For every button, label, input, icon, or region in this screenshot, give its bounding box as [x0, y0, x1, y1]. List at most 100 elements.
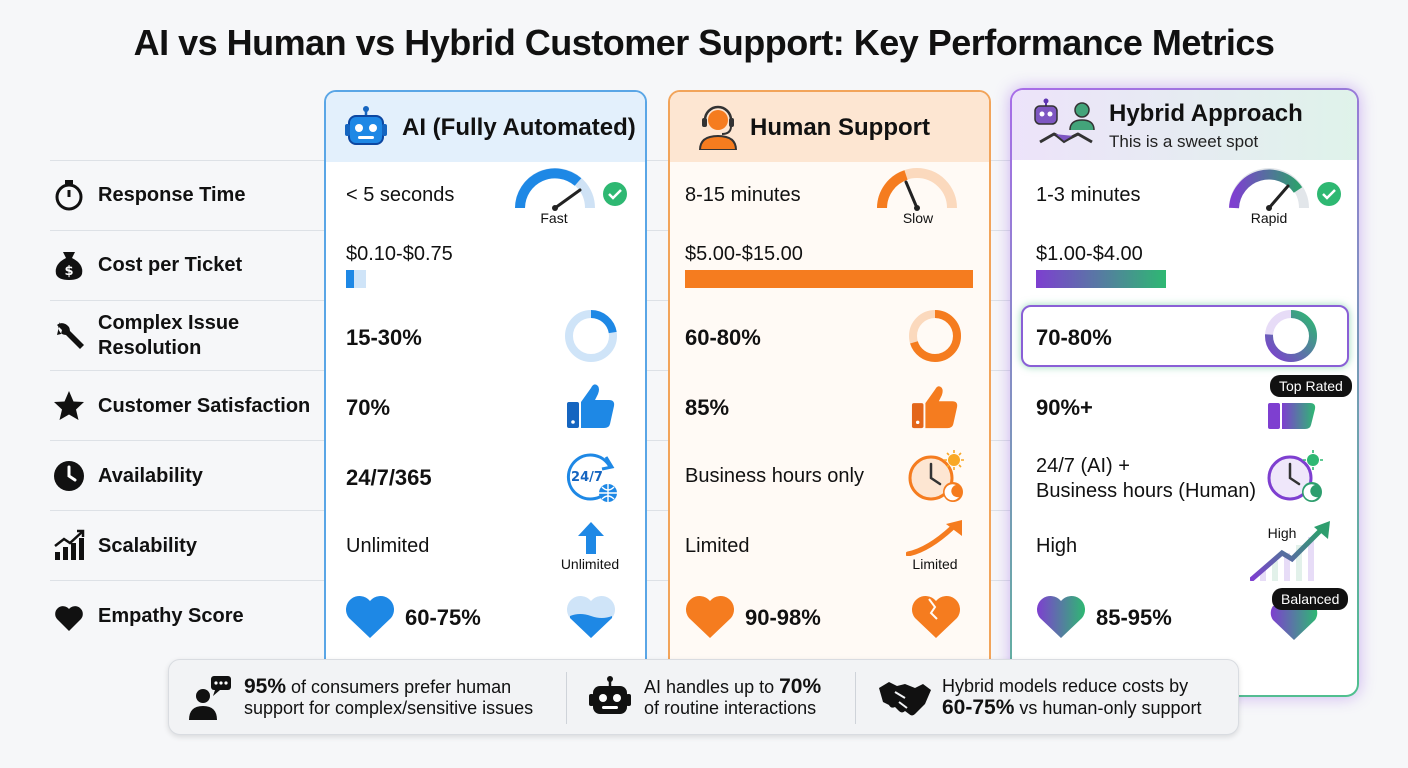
hybrid-scalability: High — [1036, 535, 1078, 557]
top-rated-badge: Top Rated — [1270, 375, 1352, 397]
human-column-title: Human Support — [750, 114, 930, 141]
page-title: AI vs Human vs Hybrid Customer Support: … — [133, 22, 1275, 63]
human-column-header: Human Support — [670, 92, 989, 162]
human-response-time: 8-15 minutes — [685, 184, 801, 206]
clock-sun-icon — [908, 450, 964, 502]
hybrid-empathy: 85-95% — [1096, 605, 1172, 630]
human-cost-bar-track — [685, 270, 973, 288]
robot-human-handshake-icon — [1034, 98, 1095, 144]
divider — [855, 672, 856, 724]
human-complex-resolution: 60-80% — [685, 325, 761, 350]
ai-247-icon-text: 24/7 — [571, 470, 603, 485]
fact-text: support for complex/sensitive issues — [244, 698, 534, 718]
ai-gauge-label: Fast — [540, 210, 568, 226]
speed-gauge-icon — [877, 168, 957, 211]
metric-label-response-time: Response Time — [98, 184, 246, 206]
metric-label-scalability: Scalability — [98, 535, 197, 557]
growth-chart-icon — [54, 529, 85, 560]
fact-ai-routine: AI handles up to 70% of routine interact… — [644, 676, 821, 719]
support-agent-icon — [698, 105, 738, 150]
ai-column-header: AI (Fully Automated) — [326, 92, 645, 162]
ai-scalability: Unlimited — [346, 535, 430, 557]
svg-text:$: $ — [64, 264, 73, 279]
hybrid-response-time: 1-3 minutes — [1036, 184, 1141, 206]
key-facts-bar: 95% of consumers prefer human support fo… — [168, 659, 1239, 735]
clock-sun-icon — [1267, 450, 1323, 502]
ai-cost-bar — [346, 270, 354, 288]
metric-label-customer-satisfaction: Customer Satisfaction — [98, 395, 311, 417]
heart-partial-icon — [566, 595, 616, 638]
ai-scalability-caption: Unlimited — [560, 556, 620, 572]
hybrid-cost-bar-track — [1036, 270, 1324, 288]
star-icon — [54, 391, 84, 420]
balanced-badge: Balanced — [1272, 588, 1349, 610]
stopwatch-icon — [55, 180, 83, 211]
human-cost-bar — [685, 270, 973, 288]
growth-arrow-icon — [906, 520, 962, 556]
hybrid-cost: $1.00-$4.00 — [1036, 243, 1143, 265]
fact-text: Hybrid models reduce costs by — [942, 676, 1189, 696]
metric-label-line: Resolution — [98, 337, 202, 359]
heart-icon — [1270, 606, 1318, 640]
hybrid-scalability-caption: High — [1267, 525, 1297, 541]
thumbs-up-icon — [567, 384, 615, 428]
human-donut-icon — [909, 310, 961, 362]
handshake-icon — [879, 682, 931, 716]
heart-icon — [1036, 595, 1086, 638]
hybrid-availability-line: 24/7 (AI) + — [1036, 455, 1130, 477]
fact-human-preference: 95% of consumers prefer human support fo… — [244, 676, 533, 719]
human-scalability-caption: Limited — [912, 556, 958, 572]
heart-icon — [685, 595, 735, 638]
human-scalability: Limited — [685, 535, 750, 557]
thumbs-up-icon — [1268, 403, 1316, 429]
ai-complex-resolution: 15-30% — [346, 325, 422, 350]
human-empathy: 90-98% — [745, 605, 821, 630]
fact-text: AI handles up to — [644, 677, 775, 697]
ai-column: AI (Fully Automated) — [324, 90, 647, 695]
ai-empathy: 60-75% — [405, 605, 481, 630]
hybrid-cost-bar — [1036, 270, 1166, 288]
heart-broken-icon — [911, 595, 961, 638]
robot-icon — [345, 106, 387, 145]
fact-text: vs human-only support — [1019, 698, 1202, 718]
hybrid-availability: 24/7 (AI) + Business hours (Human) — [1036, 454, 1256, 504]
ai-column-title: AI (Fully Automated) — [402, 114, 636, 141]
hybrid-column-subtitle: This is a sweet spot — [1109, 132, 1259, 151]
arrow-up-icon — [578, 522, 604, 554]
thumbs-up-icon — [911, 386, 958, 429]
check-icon — [603, 182, 627, 206]
check-icon — [1317, 182, 1341, 206]
metric-label-complex-issue: Complex Issue Resolution — [98, 311, 239, 361]
hybrid-complex-resolution: 70-80% — [1036, 325, 1112, 350]
hybrid-column-header: Hybrid Approach This is a sweet spot — [1012, 90, 1357, 160]
speed-gauge-icon — [1229, 168, 1309, 211]
heart-icon — [345, 595, 395, 638]
wrench-icon — [57, 322, 84, 349]
hybrid-satisfaction: 90%+ — [1036, 395, 1093, 420]
hybrid-availability-line: Business hours (Human) — [1036, 480, 1257, 502]
fact-stat: 60-75% — [942, 696, 1015, 719]
fact-hybrid-cost: Hybrid models reduce costs by 60-75% vs … — [942, 676, 1202, 719]
ai-donut-icon — [565, 310, 617, 362]
speed-gauge-icon — [515, 168, 595, 211]
ai-availability: 24/7/365 — [346, 465, 432, 490]
ai-cost-bar-track — [346, 270, 366, 288]
metric-label-empathy-score: Empathy Score — [98, 605, 244, 627]
hybrid-donut-icon — [1265, 310, 1317, 362]
growth-chart-icon — [1250, 521, 1330, 581]
human-cost: $5.00-$15.00 — [685, 243, 803, 265]
24-7-globe-icon: 24/7 — [566, 453, 617, 502]
metric-label-line: Complex Issue — [98, 312, 240, 334]
fact-stat: 95% — [244, 675, 287, 698]
human-gauge-label: Slow — [902, 210, 934, 226]
ai-satisfaction: 70% — [346, 395, 391, 420]
ai-response-time: < 5 seconds — [346, 184, 455, 206]
fact-text: of routine interactions — [644, 698, 817, 718]
person-chat-icon — [189, 676, 231, 720]
metric-label-availability: Availability — [98, 465, 203, 487]
human-availability: Business hours only — [685, 465, 864, 487]
metric-label-cost-per-ticket: Cost per Ticket — [98, 254, 243, 276]
hybrid-column-title: Hybrid Approach — [1109, 100, 1303, 127]
clock-icon — [54, 461, 84, 491]
human-satisfaction: 85% — [685, 395, 730, 420]
